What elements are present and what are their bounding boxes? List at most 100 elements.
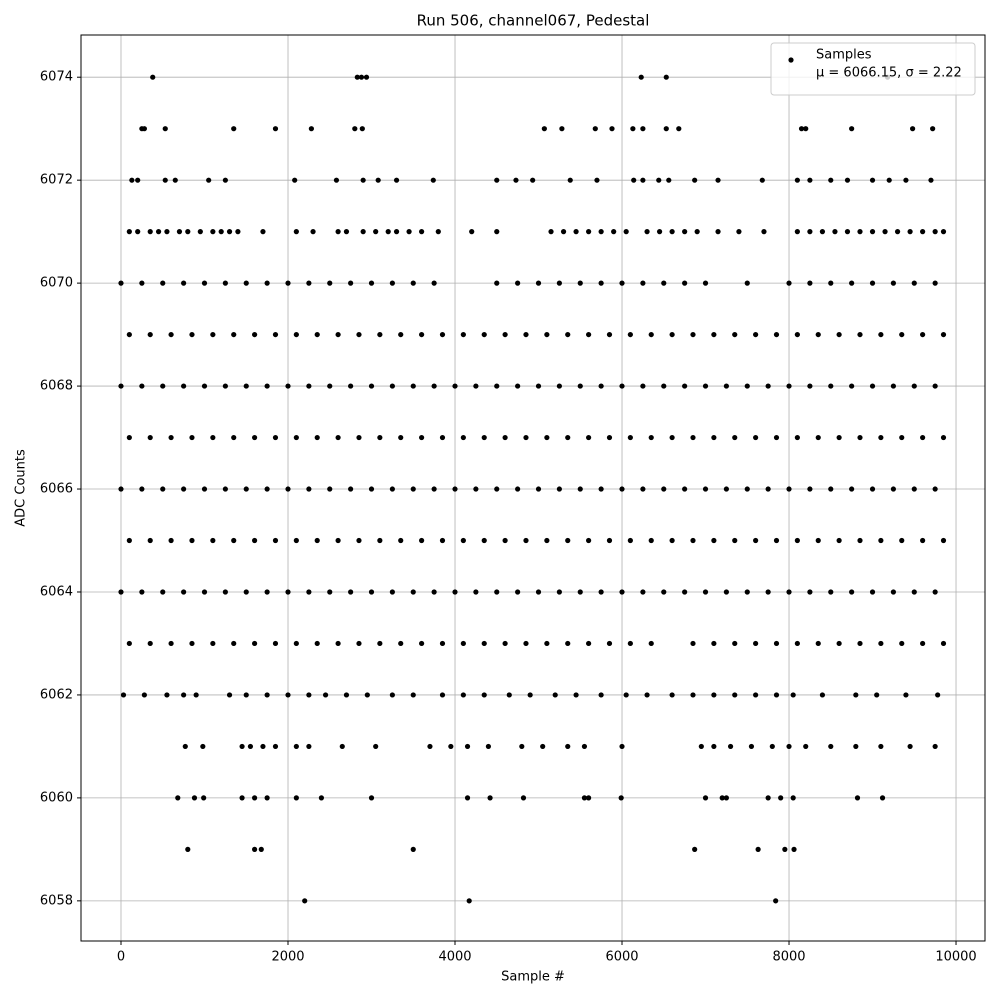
point xyxy=(292,177,298,183)
point xyxy=(744,280,750,286)
point xyxy=(368,795,375,801)
point xyxy=(285,486,291,492)
point xyxy=(285,383,291,389)
point xyxy=(786,280,792,286)
point xyxy=(247,743,254,750)
point xyxy=(732,434,738,441)
point xyxy=(878,640,884,647)
point xyxy=(911,383,917,389)
point xyxy=(669,229,675,235)
x-tick-label: 8000 xyxy=(772,950,805,965)
point xyxy=(260,743,266,750)
point xyxy=(439,640,446,647)
legend-label: Samples xyxy=(816,48,872,63)
point xyxy=(243,692,249,698)
point xyxy=(314,331,320,338)
point xyxy=(773,692,780,698)
point xyxy=(435,229,441,235)
point xyxy=(439,434,446,441)
point xyxy=(857,640,863,647)
x-tick-label: 0 xyxy=(117,950,125,965)
point xyxy=(594,177,600,183)
point xyxy=(162,126,168,132)
point xyxy=(189,331,195,338)
point xyxy=(494,589,500,595)
point xyxy=(638,74,644,80)
point xyxy=(661,383,667,389)
point xyxy=(828,743,834,750)
y-tick-label: 6064 xyxy=(40,584,73,599)
point xyxy=(439,331,446,338)
point xyxy=(711,743,717,750)
point xyxy=(663,74,669,80)
point xyxy=(513,177,519,183)
point xyxy=(139,589,145,595)
point xyxy=(485,743,492,750)
point xyxy=(398,537,404,544)
point xyxy=(264,795,270,801)
point xyxy=(669,434,675,441)
point xyxy=(175,795,181,801)
point xyxy=(318,795,325,801)
point xyxy=(327,383,333,389)
point xyxy=(828,177,834,183)
point xyxy=(753,434,759,441)
point xyxy=(619,280,625,286)
point xyxy=(556,383,562,389)
point xyxy=(736,229,742,235)
point xyxy=(201,486,208,492)
point xyxy=(410,280,416,286)
point xyxy=(773,898,779,904)
point xyxy=(910,126,916,132)
point xyxy=(666,177,672,183)
point xyxy=(807,229,813,235)
point xyxy=(327,280,333,286)
point xyxy=(535,383,542,389)
point xyxy=(306,692,312,698)
point xyxy=(168,640,174,647)
point xyxy=(878,331,884,338)
point xyxy=(836,331,842,338)
point xyxy=(272,434,279,441)
point xyxy=(285,692,291,698)
point xyxy=(692,846,698,852)
point xyxy=(854,795,861,801)
point xyxy=(306,743,312,750)
point xyxy=(494,280,500,286)
point xyxy=(782,846,788,852)
point xyxy=(849,383,855,389)
point xyxy=(630,126,636,132)
point xyxy=(419,331,425,338)
point xyxy=(765,795,771,801)
point xyxy=(682,229,688,235)
point xyxy=(239,743,245,750)
point xyxy=(869,486,876,492)
point xyxy=(430,177,436,183)
point xyxy=(389,280,395,286)
point xyxy=(759,177,765,183)
point xyxy=(702,795,709,801)
point xyxy=(306,589,312,595)
point xyxy=(586,331,592,338)
point xyxy=(765,486,771,492)
plot-frame xyxy=(80,34,986,942)
point xyxy=(727,743,734,750)
point xyxy=(682,383,688,389)
point xyxy=(191,795,198,801)
point xyxy=(189,434,195,441)
point xyxy=(544,434,550,441)
point xyxy=(819,692,826,698)
point xyxy=(753,537,759,544)
point xyxy=(160,280,166,286)
point xyxy=(168,537,174,544)
point xyxy=(869,177,876,183)
point xyxy=(419,434,425,441)
point xyxy=(878,434,884,441)
point xyxy=(690,537,696,544)
x-tick-label: 4000 xyxy=(438,950,471,965)
point xyxy=(640,177,646,183)
point xyxy=(849,280,855,286)
point xyxy=(535,589,542,595)
point xyxy=(719,795,725,801)
point xyxy=(118,589,124,595)
